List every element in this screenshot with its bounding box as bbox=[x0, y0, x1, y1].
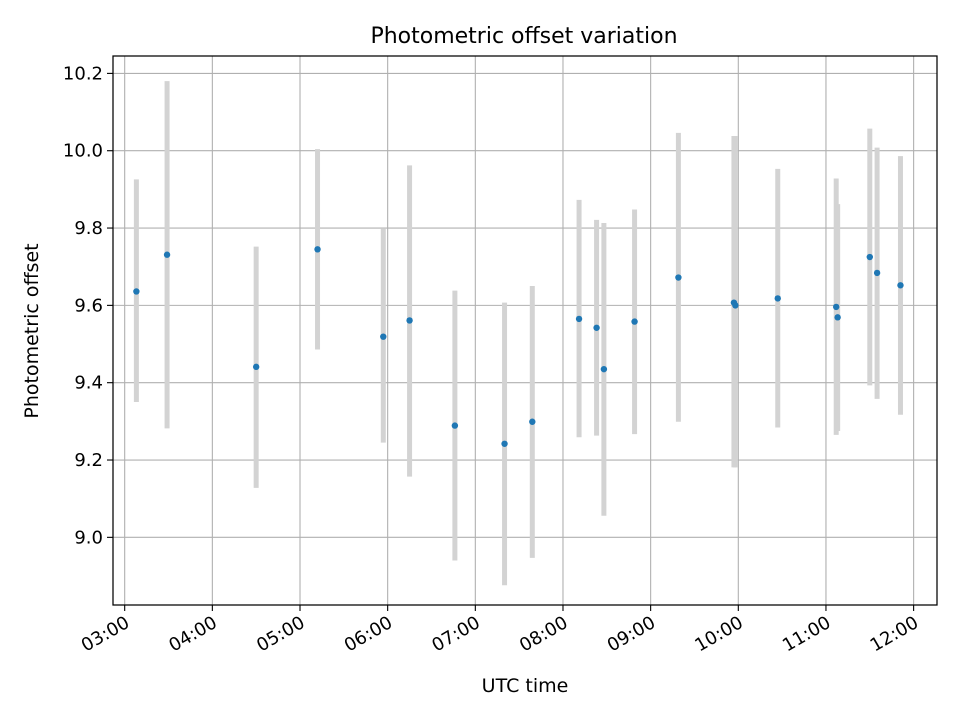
data-point bbox=[834, 314, 841, 321]
data-point bbox=[575, 315, 583, 323]
data-points bbox=[133, 246, 904, 447]
data-point bbox=[529, 418, 536, 425]
y-tick-label: 10.2 bbox=[63, 63, 103, 84]
y-tick-label: 9.4 bbox=[74, 373, 103, 394]
y-tick-label: 10.0 bbox=[63, 141, 103, 162]
y-axis-ticks: 9.0 9.2 9.4 9.6 9.8 10.0 10.2 bbox=[63, 63, 113, 548]
data-point bbox=[774, 295, 781, 302]
data-point bbox=[314, 246, 321, 253]
y-tick-label: 9.2 bbox=[74, 450, 103, 471]
data-point bbox=[600, 365, 608, 373]
y-tick-label: 9.6 bbox=[74, 295, 103, 316]
y-tick-label: 9.0 bbox=[74, 527, 103, 548]
data-point bbox=[631, 318, 638, 325]
data-point bbox=[406, 317, 413, 324]
data-point bbox=[133, 288, 140, 295]
data-point bbox=[593, 324, 600, 331]
chart-title: Photometric offset variation bbox=[370, 24, 677, 49]
data-point bbox=[675, 274, 682, 281]
data-point bbox=[866, 253, 873, 261]
data-point bbox=[832, 303, 840, 311]
y-axis-label: Photometric offset bbox=[21, 243, 43, 418]
data-point bbox=[873, 269, 881, 277]
x-axis-label: UTC time bbox=[482, 675, 569, 697]
data-point bbox=[501, 440, 508, 447]
data-point bbox=[380, 333, 387, 340]
data-point bbox=[732, 302, 739, 309]
y-tick-label: 9.8 bbox=[74, 218, 103, 239]
data-point bbox=[252, 363, 260, 371]
plot-frame bbox=[112, 55, 938, 606]
data-point bbox=[163, 251, 171, 258]
data-point bbox=[897, 282, 904, 289]
data-point bbox=[451, 422, 459, 429]
grid-lines bbox=[113, 56, 937, 605]
